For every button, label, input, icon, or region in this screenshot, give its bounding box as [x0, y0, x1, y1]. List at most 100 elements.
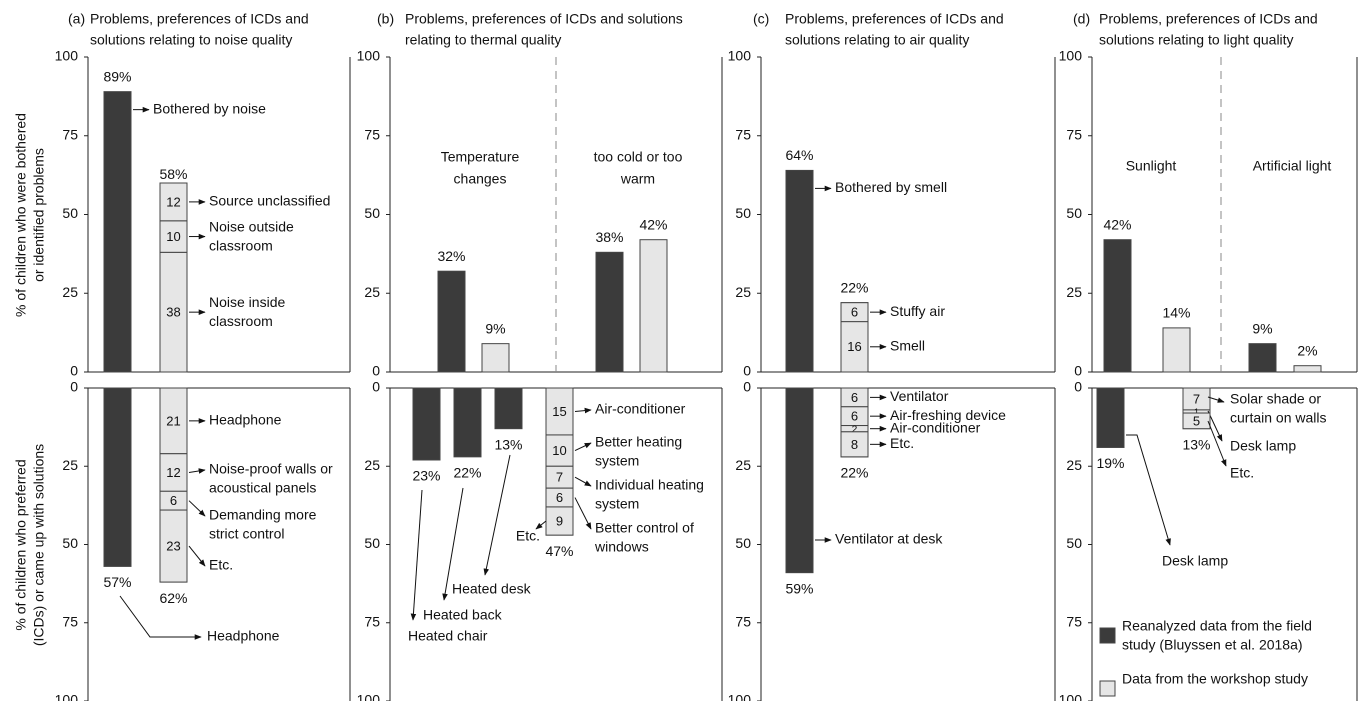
bar	[595, 251, 624, 373]
y-tick-label: 100	[1059, 48, 1083, 64]
value-label: 22%	[840, 465, 868, 481]
segment-label: 23	[166, 539, 180, 554]
value-label: 38%	[595, 229, 623, 245]
group-label: Temperature	[441, 149, 520, 165]
annotation: Noise inside	[209, 294, 285, 310]
value-label: 9%	[485, 320, 505, 336]
y-tick-label: 100	[357, 692, 381, 701]
value-label: 62%	[159, 590, 187, 606]
annotation-arrow	[188, 468, 206, 474]
value-label: 14%	[1162, 305, 1190, 321]
annotation: Demanding more	[209, 507, 317, 523]
annotation: Desk lamp	[1162, 553, 1228, 569]
panel-title: solutions relating to air quality	[785, 32, 969, 48]
y-tick-label: 100	[55, 48, 79, 64]
bar	[453, 387, 482, 458]
value-label: 32%	[437, 248, 465, 264]
y-axis-title: or identified problems	[31, 148, 47, 282]
y-tick-label: 50	[1066, 205, 1082, 221]
y-tick-label: 25	[62, 284, 78, 300]
y-tick-label: 50	[62, 205, 78, 221]
annotation-arrow	[188, 545, 206, 567]
annotation-arrow	[1207, 396, 1225, 403]
annotation: Air-conditioner	[890, 419, 981, 435]
y-tick-label: 75	[364, 613, 380, 629]
segment-label: 7	[556, 470, 563, 485]
y-tick-label: 0	[743, 363, 751, 379]
annotation: Individual heating	[595, 477, 704, 493]
y-axis-title: % of children who preferred	[13, 459, 29, 630]
y-tick-label: 75	[1066, 126, 1082, 142]
segment-label: 10	[166, 229, 180, 244]
y-tick-label: 50	[364, 535, 380, 551]
panel-title: Problems, preferences of ICDs and	[785, 11, 1004, 27]
y-tick-label: 50	[735, 205, 751, 221]
annotation: Etc.	[516, 528, 540, 544]
value-label: 58%	[159, 166, 187, 182]
annotation: system	[595, 496, 639, 512]
bar	[1096, 387, 1125, 448]
bar	[412, 387, 441, 461]
annotation: Bothered by smell	[835, 179, 947, 195]
group-label: Artificial light	[1253, 158, 1332, 174]
bar	[481, 343, 510, 373]
annotation-arrow	[188, 500, 206, 517]
annotation: Etc.	[209, 557, 233, 573]
value-label: 13%	[494, 436, 522, 452]
segment-label: 38	[166, 305, 180, 320]
bar-segment	[545, 434, 574, 467]
bar	[1162, 327, 1191, 373]
y-tick-label: 25	[735, 284, 751, 300]
annotation: Ventilator at desk	[835, 531, 943, 547]
annotation: curtain on walls	[1230, 410, 1327, 426]
annotation: Air-freshing device	[890, 407, 1006, 423]
annotation: Air-conditioner	[595, 401, 686, 417]
y-tick-label: 0	[1074, 363, 1082, 379]
panel-title: relating to thermal quality	[405, 32, 561, 48]
bar-segment	[840, 431, 869, 458]
legend-label: Reanalyzed data from the field	[1122, 618, 1312, 634]
value-label: 22%	[840, 279, 868, 295]
panel-title: solutions relating to light quality	[1099, 32, 1294, 48]
annotation: Source unclassified	[209, 193, 330, 209]
y-tick-label: 100	[728, 692, 752, 701]
segment-label: 6	[851, 390, 858, 405]
segment-label: 6	[556, 490, 563, 505]
segment-label: 12	[166, 194, 180, 209]
annotation-arrow	[574, 442, 592, 452]
panel-label: (d)	[1073, 11, 1090, 27]
segment-label: 15	[552, 404, 566, 419]
segment-label: 12	[166, 465, 180, 480]
annotation: Heated desk	[452, 581, 532, 597]
panel-label: (a)	[68, 11, 85, 27]
panel-title: Problems, preferences of ICDs and	[90, 11, 309, 27]
segment-label: 9	[556, 513, 563, 528]
y-tick-label: 25	[62, 457, 78, 473]
annotation: Desk lamp	[1230, 438, 1296, 454]
legend-swatch	[1099, 627, 1116, 644]
value-label: 22%	[453, 465, 481, 481]
segment-label: 10	[552, 443, 566, 458]
annotation: system	[595, 453, 639, 469]
annotation: strict control	[209, 526, 284, 542]
y-tick-label: 0	[372, 379, 380, 395]
y-tick-label: 75	[62, 613, 78, 629]
y-tick-label: 100	[728, 48, 752, 64]
group-label: Sunlight	[1126, 158, 1177, 174]
annotation: Headphone	[209, 412, 282, 428]
segment-label: 21	[166, 413, 180, 428]
bar-segment	[545, 506, 574, 536]
annotation-arrow	[574, 476, 592, 487]
segment-label: 8	[851, 437, 858, 452]
legend-label: Data from the workshop study	[1122, 671, 1308, 687]
annotation: Headphone	[207, 628, 280, 644]
segment-label: 6	[170, 493, 177, 508]
annotation: Solar shade or	[1230, 391, 1321, 407]
y-tick-label: 75	[364, 126, 380, 142]
y-tick-label: 0	[743, 379, 751, 395]
value-label: 13%	[1182, 436, 1210, 452]
segment-label: 6	[851, 409, 858, 424]
annotation-arrow	[1126, 434, 1171, 546]
bar-segment	[840, 302, 869, 323]
y-tick-label: 25	[1066, 284, 1082, 300]
